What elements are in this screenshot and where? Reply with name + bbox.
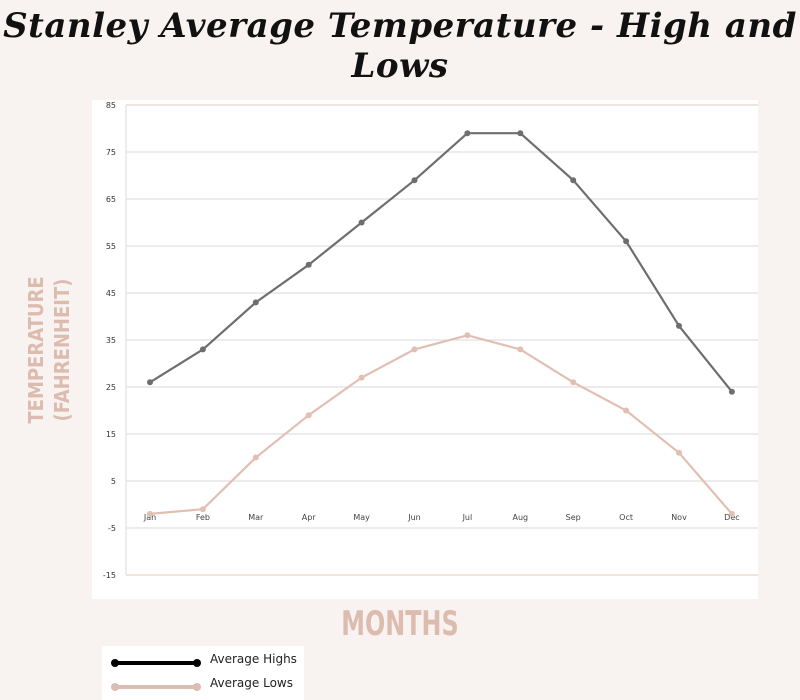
data-point-lows — [305, 412, 312, 419]
legend-label-lows: Average Lows — [210, 676, 293, 690]
data-point-highs — [676, 322, 682, 329]
y-tick-label: 45 — [106, 289, 116, 298]
line-chart: 85 75 65 55 45 35 25 15 5 -5 -15 Jan Feb Mar Apr May Jun… — [103, 101, 758, 580]
series-line-highs — [149, 132, 733, 393]
x-tick-label: Feb — [196, 513, 210, 522]
x-tick-label: May — [353, 513, 370, 522]
x-tick-label: Oct — [619, 513, 633, 522]
data-point-highs — [305, 261, 312, 268]
data-point-highs — [623, 238, 630, 245]
x-tick-label: Apr — [302, 513, 317, 522]
y-tick-label: 15 — [106, 430, 116, 439]
x-tick-label: Dec — [724, 513, 739, 522]
data-point-highs — [411, 177, 418, 184]
y-axis-label: TEMPERATURE (FAHRENHEIT) — [23, 276, 75, 423]
series-line-lows — [149, 334, 733, 515]
data-point-highs — [570, 177, 577, 184]
x-tick-label: Jun — [407, 513, 421, 522]
y-tick-label: 5 — [111, 477, 116, 486]
y-axis-label-line1: TEMPERATURE — [24, 276, 48, 424]
legend-label-highs: Average Highs — [210, 652, 297, 666]
data-point-lows — [199, 506, 206, 513]
plot-area: 85 75 65 55 45 35 25 15 5 -5 -15 Jan Feb Mar Apr May Jun… — [92, 100, 758, 599]
y-tick-label: 85 — [106, 101, 116, 110]
legend-item-highs: Average Highs — [102, 648, 304, 674]
data-point-highs — [147, 379, 153, 386]
data-point-lows — [728, 510, 735, 517]
x-tick-label: Jan — [143, 513, 156, 522]
data-point-highs — [728, 388, 735, 395]
x-axis-label: MONTHS — [341, 604, 459, 644]
x-tick-label: Sep — [566, 513, 581, 522]
data-point-lows — [517, 346, 524, 353]
y-tick-label: 65 — [106, 195, 116, 204]
x-tick-label: Jul — [462, 513, 473, 522]
data-point-lows — [252, 454, 259, 461]
data-point-highs — [517, 130, 524, 137]
x-tick-label: Aug — [512, 513, 528, 522]
y-tick-label: 35 — [106, 336, 116, 345]
x-tick-label: Mar — [248, 513, 264, 522]
data-point-lows — [464, 332, 471, 339]
data-point-highs — [199, 346, 206, 353]
data-point-lows — [411, 346, 418, 353]
legend-swatch-lows — [111, 683, 201, 691]
y-tick-label: -15 — [103, 571, 116, 580]
data-point-lows — [570, 379, 577, 386]
y-tick-label: 55 — [106, 242, 116, 251]
legend: Average Highs Average Lows — [102, 646, 304, 700]
y-tick-label: 75 — [106, 148, 116, 157]
legend-item-lows: Average Lows — [102, 672, 304, 698]
data-point-lows — [358, 374, 365, 381]
chart-title: Stanley Average Temperature - High and L… — [3, 6, 797, 86]
y-tick-label: -5 — [108, 524, 116, 533]
data-point-highs — [252, 299, 259, 306]
y-tick-label: 25 — [106, 383, 116, 392]
data-point-lows — [147, 510, 153, 517]
data-point-lows — [676, 449, 682, 456]
data-point-highs — [464, 130, 471, 137]
data-point-highs — [358, 219, 365, 226]
x-tick-label: Nov — [671, 513, 687, 522]
y-axis-label-line2: (FAHRENHEIT) — [50, 278, 74, 422]
data-point-lows — [623, 407, 630, 414]
legend-swatch-highs — [111, 659, 201, 667]
